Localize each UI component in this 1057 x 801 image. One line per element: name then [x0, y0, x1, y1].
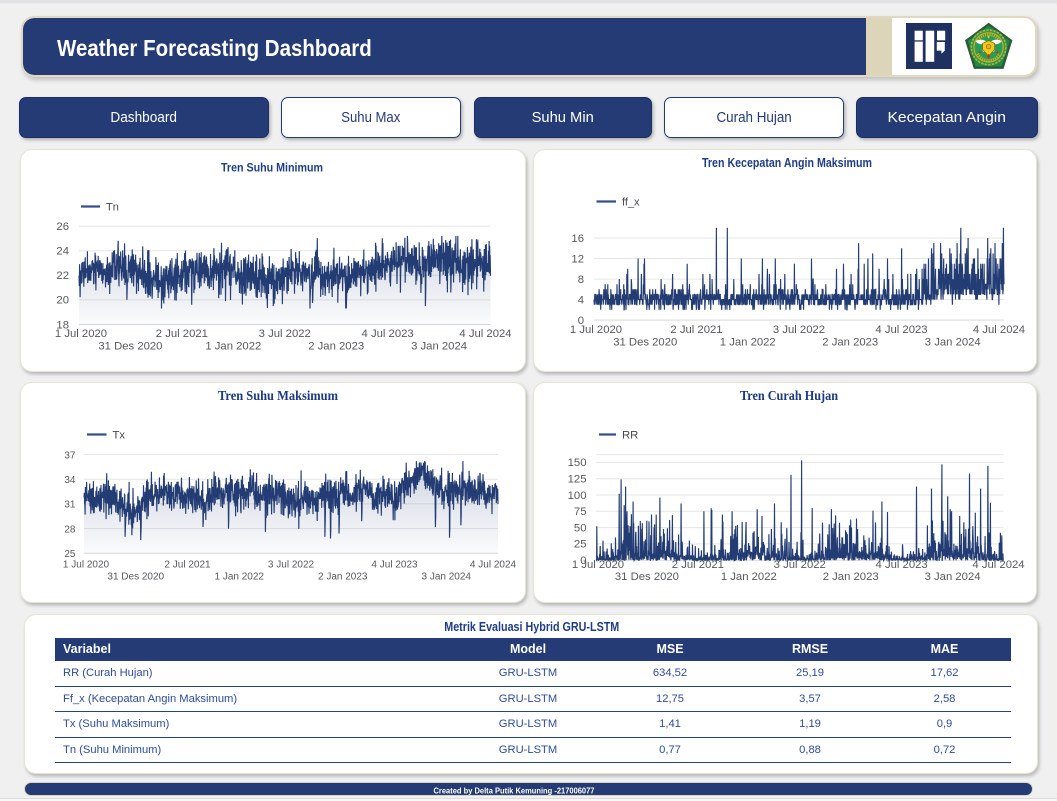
svg-text:4 Jul 2024: 4 Jul 2024 [972, 559, 1024, 571]
svg-text:Tren Kecepatan Angin Maksimum: Tren Kecepatan Angin Maksimum [702, 156, 872, 170]
svg-text:4 Jul 2024: 4 Jul 2024 [470, 559, 517, 570]
svg-text:100: 100 [568, 489, 587, 501]
svg-text:28: 28 [64, 524, 76, 535]
svg-text:8: 8 [578, 273, 584, 285]
svg-text:75: 75 [574, 506, 587, 518]
svg-text:2 Jul 2021: 2 Jul 2021 [670, 324, 722, 336]
svg-text:125: 125 [568, 473, 587, 485]
svg-text:20: 20 [56, 294, 69, 306]
svg-text:1 Jan 2022: 1 Jan 2022 [215, 571, 265, 582]
svg-text:0: 0 [578, 314, 584, 326]
svg-text:3 Jan 2024: 3 Jan 2024 [422, 571, 472, 582]
svg-text:4 Jul 2023: 4 Jul 2023 [876, 559, 928, 571]
svg-text:31 Des 2020: 31 Des 2020 [107, 571, 164, 582]
svg-text:50: 50 [574, 522, 587, 534]
svg-text:2 Jul 2021: 2 Jul 2021 [672, 559, 724, 571]
svg-text:Tren Suhu Minimum: Tren Suhu Minimum [221, 160, 323, 174]
svg-text:3 Jul 2022: 3 Jul 2022 [268, 559, 315, 570]
svg-text:0: 0 [580, 555, 586, 567]
svg-text:26: 26 [56, 220, 69, 232]
svg-text:3 Jan 2024: 3 Jan 2024 [925, 336, 981, 348]
svg-text:16: 16 [571, 232, 584, 244]
svg-text:1 Jul 2020: 1 Jul 2020 [570, 324, 622, 336]
svg-text:31 Des 2020: 31 Des 2020 [615, 571, 679, 583]
svg-text:1 Jan 2022: 1 Jan 2022 [720, 336, 776, 348]
svg-text:Tn: Tn [106, 201, 119, 213]
svg-text:4: 4 [578, 294, 584, 306]
svg-text:RR: RR [622, 429, 638, 441]
svg-text:2 Jan 2023: 2 Jan 2023 [318, 571, 368, 582]
svg-text:3 Jul 2022: 3 Jul 2022 [259, 328, 311, 340]
svg-text:2 Jan 2023: 2 Jan 2023 [823, 571, 879, 583]
svg-text:37: 37 [64, 450, 76, 461]
svg-text:22: 22 [56, 270, 69, 282]
svg-text:1 Jul 2020: 1 Jul 2020 [55, 328, 107, 340]
svg-text:4 Jul 2023: 4 Jul 2023 [371, 559, 418, 570]
svg-text:3 Jan 2024: 3 Jan 2024 [925, 571, 981, 583]
svg-text:Created by Delta Putik Kemunin: Created by Delta Putik Kemuning -2170060… [434, 785, 595, 795]
svg-text:3 Jan 2024: 3 Jan 2024 [411, 340, 467, 352]
svg-text:12: 12 [571, 253, 584, 265]
svg-text:31: 31 [64, 499, 76, 510]
svg-text:1 Jul 2020: 1 Jul 2020 [572, 559, 624, 571]
svg-text:2 Jan 2023: 2 Jan 2023 [308, 340, 364, 352]
svg-text:25: 25 [574, 538, 587, 550]
svg-text:Tren Curah Hujan: Tren Curah Hujan [740, 388, 838, 403]
svg-text:4 Jul 2024: 4 Jul 2024 [973, 324, 1025, 336]
svg-text:4 Jul 2024: 4 Jul 2024 [459, 328, 511, 340]
svg-text:3 Jul 2022: 3 Jul 2022 [773, 324, 825, 336]
svg-text:2 Jul 2021: 2 Jul 2021 [164, 559, 211, 570]
svg-text:1 Jul 2020: 1 Jul 2020 [63, 559, 110, 570]
svg-text:150: 150 [568, 457, 587, 469]
svg-text:25: 25 [64, 549, 76, 560]
svg-text:34: 34 [64, 475, 76, 486]
svg-text:4 Jul 2023: 4 Jul 2023 [875, 324, 927, 336]
svg-text:24: 24 [56, 245, 69, 257]
svg-text:1 Jan 2022: 1 Jan 2022 [205, 340, 261, 352]
svg-text:2 Jan 2023: 2 Jan 2023 [822, 336, 878, 348]
svg-text:31 Des 2020: 31 Des 2020 [98, 340, 162, 352]
svg-text:2 Jul 2021: 2 Jul 2021 [156, 328, 208, 340]
svg-text:18: 18 [56, 319, 69, 331]
svg-text:Tx: Tx [113, 429, 126, 441]
svg-text:4 Jul 2023: 4 Jul 2023 [362, 328, 414, 340]
svg-text:31 Des 2020: 31 Des 2020 [613, 336, 677, 348]
svg-text:3 Jul 2022: 3 Jul 2022 [774, 559, 826, 571]
svg-text:Tren Suhu Maksimum: Tren Suhu Maksimum [218, 388, 339, 403]
svg-text:ff_x: ff_x [622, 196, 640, 208]
svg-text:1 Jan 2022: 1 Jan 2022 [721, 571, 777, 583]
